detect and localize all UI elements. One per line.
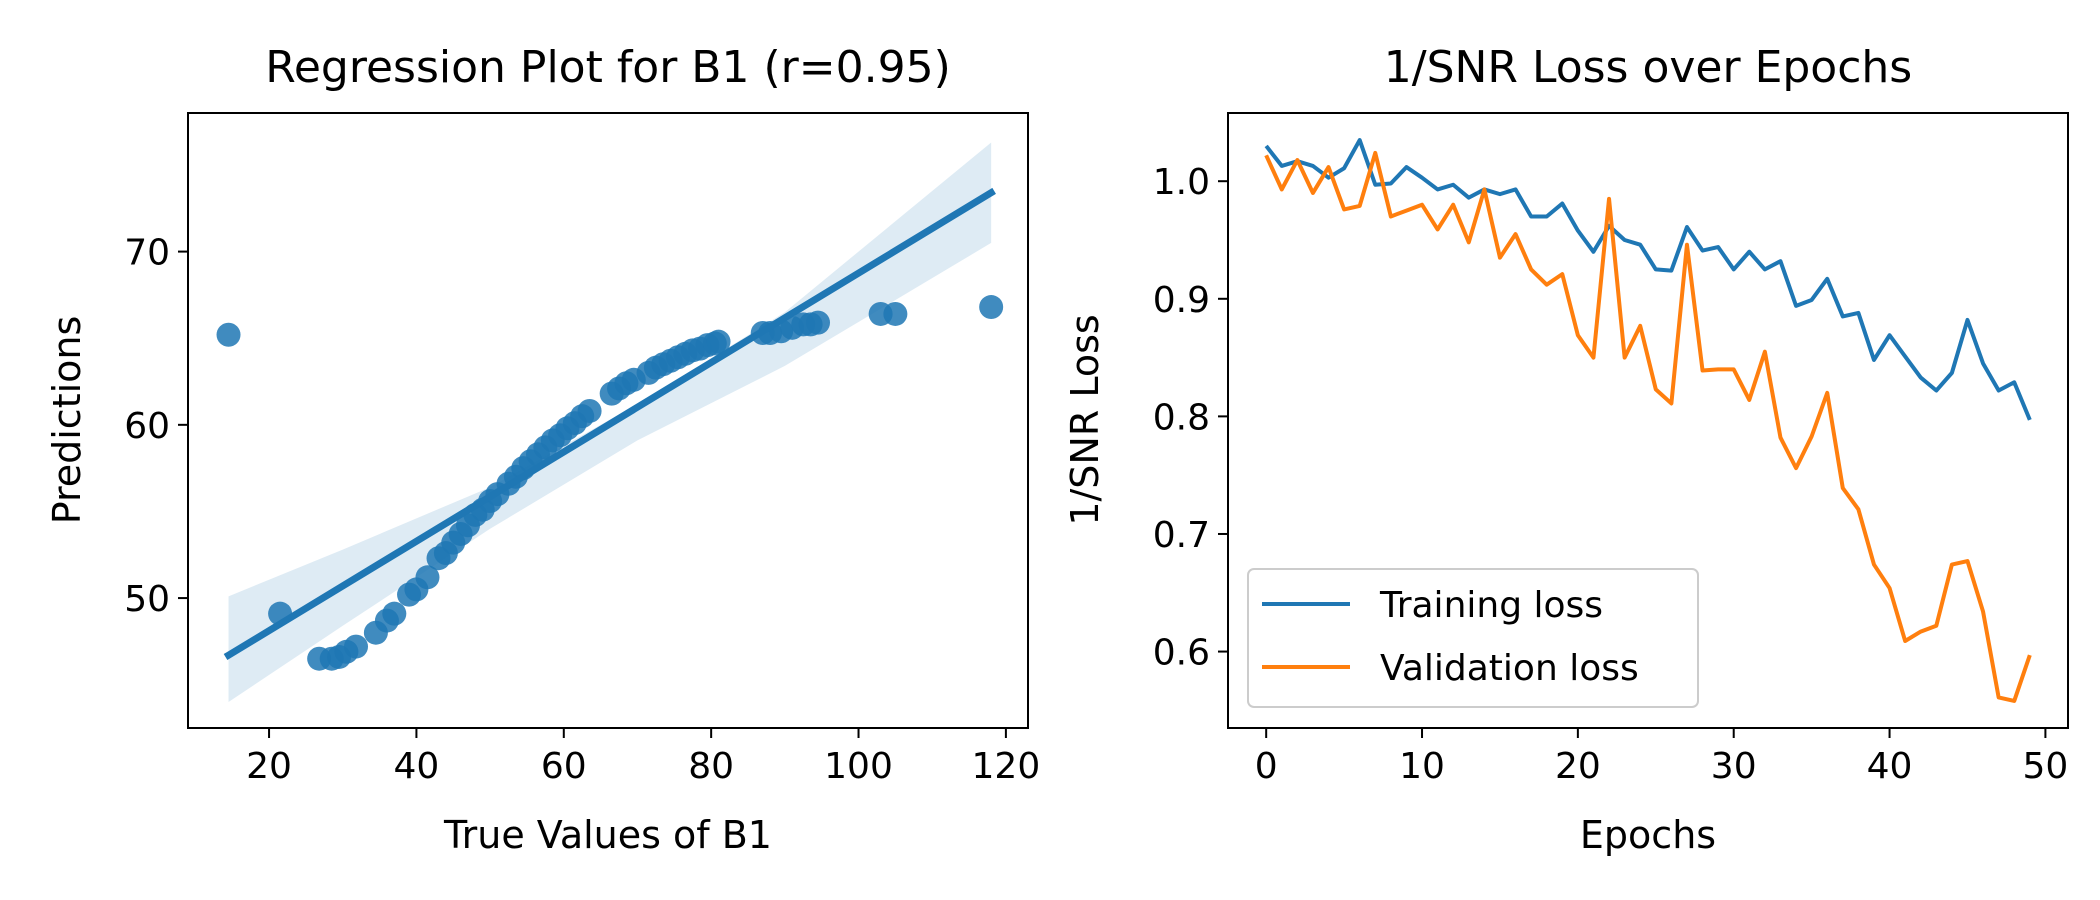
regression-x-ticks: 20 40 60 80 100 120 [246,728,1040,787]
loss-plot-area [1264,138,2032,703]
scatter-point [979,295,1004,320]
training-loss-line [1264,138,2032,421]
x-tick-label: 120 [972,746,1041,787]
scatter-point [344,634,368,659]
loss-y-label: 1/SNR Loss [1063,314,1107,525]
loss-x-ticks: 0 10 20 30 40 50 [1255,728,2068,787]
loss-x-label: Epochs [1580,813,1716,857]
legend-label-validation: Validation loss [1380,648,1639,689]
scatter-point [883,301,908,326]
x-tick-label: 20 [1555,746,1601,787]
loss-panel: 1/SNR Loss over Epochs 0 10 20 30 40 50 0.60.… [1063,42,2069,857]
regression-axes-frame [187,112,1029,729]
x-tick-label: 40 [1867,746,1913,787]
scatter-point [382,601,407,626]
regression-plot-area [216,142,1004,703]
x-tick-label: 30 [1711,746,1757,787]
scatter-point [706,329,731,354]
y-tick-label: 50 [124,579,170,620]
y-tick-label: 0.9 [1153,280,1210,321]
regression-x-label: True Values of B1 [443,813,772,857]
x-tick-label: 40 [394,746,440,787]
y-tick-label: 0.8 [1153,397,1210,438]
x-tick-label: 100 [824,746,893,787]
validation-loss-line [1264,150,2032,703]
x-tick-label: 10 [1399,746,1445,787]
regression-line [223,187,996,661]
loss-title: 1/SNR Loss over Epochs [1384,42,1912,93]
x-tick-label: 0 [1255,746,1278,787]
y-tick-label: 0.6 [1153,633,1210,674]
regression-y-ticks: 50 60 70 [124,233,188,620]
y-tick-label: 60 [124,406,170,447]
regression-title: Regression Plot for B1 (r=0.95) [265,42,950,93]
y-tick-label: 0.7 [1153,515,1210,556]
loss-axes-frame [1227,112,2069,729]
x-tick-label: 60 [541,746,587,787]
x-tick-label: 80 [688,746,734,787]
legend-box [1247,568,1699,708]
scatter-point [806,310,830,335]
regression-y-label: Predictions [45,316,89,525]
loss-legend: Training loss Validation loss [1247,568,1699,708]
regression-panel: Regression Plot for B1 (r=0.95) 20 40 60 80… [45,42,1040,857]
scatter-point [415,565,440,590]
y-tick-label: 70 [124,233,170,274]
x-tick-label: 50 [2022,746,2068,787]
x-tick-label: 20 [246,746,292,787]
loss-y-ticks: 0.6 0.7 0.8 0.9 1.0 [1153,162,1228,674]
legend-label-training: Training loss [1379,585,1603,626]
scatter-point [216,322,241,347]
y-tick-label: 1.0 [1153,162,1210,203]
scatter-point [577,398,602,423]
